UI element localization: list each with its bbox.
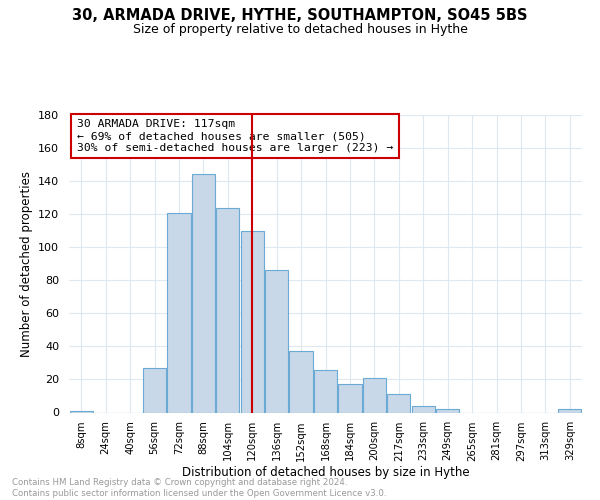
Bar [216, 208, 239, 412]
Bar [289, 352, 313, 412]
Bar [167, 212, 191, 412]
Bar [363, 378, 386, 412]
Y-axis label: Number of detached properties: Number of detached properties [20, 171, 32, 357]
Bar [338, 384, 362, 412]
Bar [558, 409, 581, 412]
Bar [314, 370, 337, 412]
Bar [412, 406, 435, 412]
Text: Size of property relative to detached houses in Hythe: Size of property relative to detached ho… [133, 22, 467, 36]
Bar [70, 411, 93, 412]
Bar [265, 270, 288, 412]
Bar [241, 230, 264, 412]
Bar [143, 368, 166, 412]
Bar [436, 409, 459, 412]
Bar [387, 394, 410, 412]
Text: 30 ARMADA DRIVE: 117sqm
← 69% of detached houses are smaller (505)
30% of semi-d: 30 ARMADA DRIVE: 117sqm ← 69% of detache… [77, 120, 393, 152]
X-axis label: Distribution of detached houses by size in Hythe: Distribution of detached houses by size … [182, 466, 469, 479]
Text: 30, ARMADA DRIVE, HYTHE, SOUTHAMPTON, SO45 5BS: 30, ARMADA DRIVE, HYTHE, SOUTHAMPTON, SO… [72, 8, 528, 22]
Bar [192, 174, 215, 412]
Text: Contains HM Land Registry data © Crown copyright and database right 2024.
Contai: Contains HM Land Registry data © Crown c… [12, 478, 386, 498]
